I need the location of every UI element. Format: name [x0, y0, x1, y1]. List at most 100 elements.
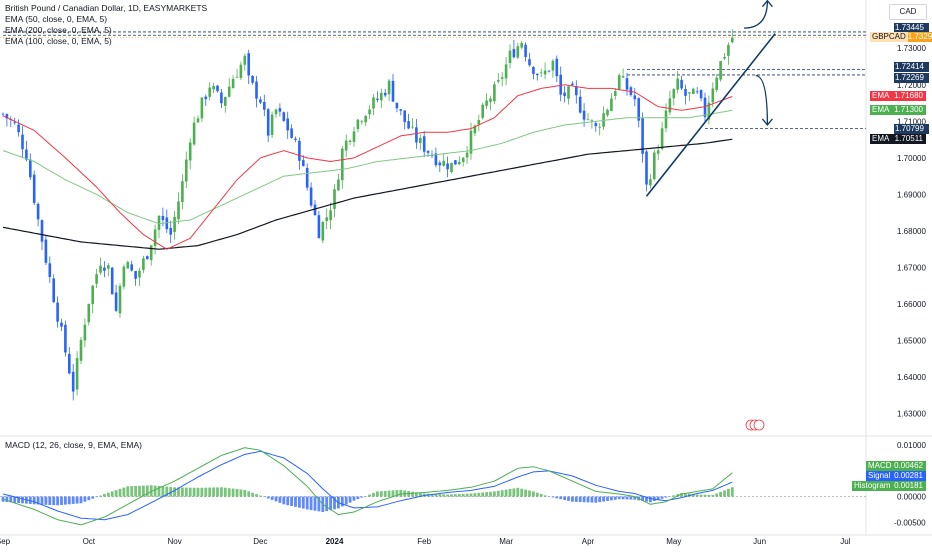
histogram-bar-positive	[504, 489, 508, 497]
candle-body-up	[489, 98, 492, 102]
candle-body-down	[684, 88, 687, 96]
time-tick-label: Oct	[83, 537, 96, 546]
candle-body-down	[454, 160, 457, 165]
histogram-bar-positive	[485, 492, 488, 497]
candle-body-down	[56, 302, 59, 322]
histogram-bar-negative	[71, 496, 75, 504]
ema200-legend[interactable]: EMA (200, close, 0, EMA, 5)	[5, 25, 112, 35]
candle-body-down	[559, 74, 562, 95]
candle-body-up	[387, 80, 391, 95]
histogram-bar-positive	[415, 492, 418, 497]
histogram-bar-negative	[586, 496, 590, 503]
histogram-bar-negative	[551, 496, 555, 498]
candle-body-up	[185, 159, 188, 182]
time-tick-label: Feb	[417, 537, 431, 546]
histogram-bar-positive	[695, 494, 699, 497]
candle-body-down	[259, 99, 262, 103]
histogram-bar-negative	[348, 496, 352, 503]
candle-body-up	[239, 64, 243, 79]
candle-body-down	[524, 44, 527, 58]
candle-body-up	[485, 100, 488, 106]
candle-body-down	[403, 110, 406, 123]
candle-body-up	[95, 274, 98, 284]
tag-value: 1.71300	[891, 105, 926, 116]
histogram-bar-positive	[703, 494, 707, 497]
candle-body-up	[586, 119, 590, 121]
tag-name: Signal	[866, 471, 893, 481]
candle-body-down	[110, 267, 114, 295]
candle-body-up	[344, 140, 348, 151]
price-tick-label: 1.67000	[897, 264, 926, 273]
histogram-bar-positive	[231, 488, 235, 497]
level-price-label: 1.73445	[894, 22, 929, 33]
price-tick-label: 1.72000	[897, 81, 926, 90]
signal-line	[2, 450, 733, 521]
price-tick-label: 1.63000	[897, 410, 926, 419]
histogram-bar-negative	[40, 496, 44, 505]
candle-body-down	[266, 109, 270, 136]
candle-body-down	[422, 136, 426, 152]
tag-value: 0.00281	[892, 471, 926, 481]
candle-body-up	[465, 152, 469, 158]
tag-value: 0.00181	[892, 481, 926, 491]
candle-body-up	[727, 44, 730, 56]
candle-body-up	[380, 92, 383, 101]
candle-body-up	[107, 265, 110, 269]
ema50-legend[interactable]: EMA (50, close, 0, EMA, 5)	[5, 14, 108, 24]
candle-body-up	[235, 76, 239, 78]
histogram-bar-positive	[118, 488, 122, 497]
histogram-bar-positive	[223, 487, 227, 497]
candle-body-up	[504, 64, 508, 79]
histogram-bar-positive	[457, 494, 461, 497]
histogram-bar-negative	[325, 496, 329, 512]
histogram-bar-negative	[60, 496, 63, 505]
candle-body-down	[578, 96, 582, 113]
macd-legend[interactable]: MACD (12, 26, close, 9, EMA, EMA)	[5, 440, 142, 450]
histogram-bar-positive	[134, 485, 137, 497]
candle-body-up	[200, 97, 204, 119]
candle-body-up	[91, 285, 94, 305]
candle-body-down	[36, 203, 40, 220]
candle-body-up	[520, 42, 523, 48]
candle-body-down	[415, 127, 418, 143]
symbol-legend[interactable]: British Pound / Canadian Dollar, 1D, EAS…	[5, 3, 208, 13]
currency-button[interactable]: CAD	[889, 4, 927, 20]
histogram-bar-positive	[188, 487, 192, 497]
candle-body-up	[142, 258, 145, 270]
candle-body-down	[313, 204, 317, 216]
histogram-bar-positive	[216, 487, 219, 497]
histogram-bar-positive	[184, 487, 188, 497]
candle-body-up	[411, 126, 414, 128]
candle-body-up	[500, 77, 504, 79]
candle-body-down	[446, 163, 449, 170]
histogram-bar-negative	[282, 496, 286, 505]
candle-body-up	[508, 50, 512, 64]
histogram-bar-positive	[227, 488, 231, 497]
histogram-bar-negative	[56, 496, 59, 506]
tag-value: 1.70511	[891, 134, 926, 145]
candle-body-down	[32, 174, 36, 203]
candle-body-down	[699, 90, 703, 99]
histogram-bar-negative	[656, 496, 660, 500]
histogram-bar-positive	[547, 496, 551, 498]
histogram-bar-positive	[691, 494, 695, 497]
tag-name: EMA	[870, 134, 892, 145]
candle-body-down	[216, 85, 219, 92]
candle-body-up	[348, 140, 352, 143]
ema100-legend[interactable]: EMA (100, close, 0, EMA, 5)	[5, 36, 112, 46]
candle-body-down	[25, 149, 28, 160]
candle-body-down	[134, 271, 137, 279]
candle-body-up	[325, 217, 328, 221]
histogram-bar-positive	[372, 492, 375, 497]
histogram-bar-negative	[617, 496, 621, 500]
candle-body-down	[594, 123, 598, 127]
histogram-bar-positive	[543, 495, 547, 497]
histogram-bar-negative	[17, 496, 20, 503]
histogram-bar-positive	[418, 492, 422, 497]
candle-body-down	[255, 81, 258, 99]
histogram-bar-negative	[578, 496, 582, 503]
histogram-bar-negative	[352, 496, 356, 501]
candle-body-down	[309, 187, 313, 206]
candle-body-up	[461, 157, 465, 163]
